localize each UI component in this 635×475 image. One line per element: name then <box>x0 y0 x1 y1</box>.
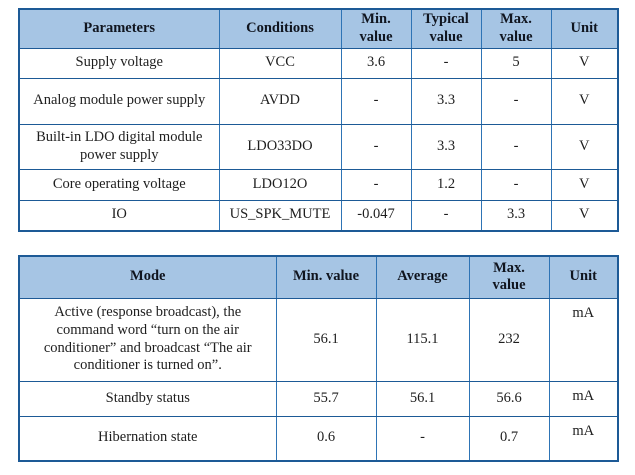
cell-max: 56.6 <box>468 380 550 417</box>
column-header-conditions: Conditions <box>218 8 342 49</box>
table-row: Analog module power supply AVDD - 3.3 - … <box>18 77 619 125</box>
cell-parameter: Built-in LDO digital module power supply <box>18 123 220 170</box>
cell-max: 232 <box>468 297 550 382</box>
cell-parameter: Core operating voltage <box>18 168 220 201</box>
cell-max: 3.3 <box>480 199 552 232</box>
cell-typical: 3.3 <box>410 77 482 125</box>
cell-max: 0.7 <box>468 415 550 462</box>
cell-parameter: Supply voltage <box>18 47 220 79</box>
cell-max: - <box>480 168 552 201</box>
cell-unit: mA <box>548 297 619 382</box>
electrical-parameters-table: Parameters Conditions Min. value Typical… <box>18 8 619 232</box>
cell-typical: 1.2 <box>410 168 482 201</box>
cell-unit: mA <box>548 380 619 417</box>
cell-unit: V <box>550 77 619 125</box>
cell-unit: V <box>550 47 619 79</box>
cell-condition: LDO33DO <box>218 123 342 170</box>
cell-min: 0.6 <box>275 415 377 462</box>
column-header-unit: Unit <box>550 8 619 49</box>
column-header-parameters: Parameters <box>18 8 220 49</box>
cell-mode: Active (response broadcast), the command… <box>18 297 277 382</box>
column-header-min-value: Min. value <box>340 8 412 49</box>
column-header-max-value: Max. value <box>468 255 550 299</box>
table-row: IO US_SPK_MUTE -0.047 - 3.3 V <box>18 199 619 232</box>
cell-condition: LDO12O <box>218 168 342 201</box>
current-consumption-table: Mode Min. value Average Max. value Unit … <box>18 255 619 462</box>
table-row: Core operating voltage LDO12O - 1.2 - V <box>18 168 619 201</box>
cell-mode: Hibernation state <box>18 415 277 462</box>
cell-max: - <box>480 123 552 170</box>
column-header-mode: Mode <box>18 255 277 299</box>
cell-mode: Standby status <box>18 380 277 417</box>
cell-condition: AVDD <box>218 77 342 125</box>
cell-condition: VCC <box>218 47 342 79</box>
column-header-typical-value: Typical value <box>410 8 482 49</box>
cell-min: -0.047 <box>340 199 412 232</box>
table-row: Built-in LDO digital module power supply… <box>18 123 619 170</box>
cell-parameter: Analog module power supply <box>18 77 220 125</box>
column-header-max-value: Max. value <box>480 8 552 49</box>
cell-min: - <box>340 77 412 125</box>
cell-min: 3.6 <box>340 47 412 79</box>
table-row: Standby status 55.7 56.1 56.6 mA <box>18 380 619 417</box>
column-header-average: Average <box>375 255 470 299</box>
table-header-row: Mode Min. value Average Max. value Unit <box>18 255 619 299</box>
cell-unit: V <box>550 123 619 170</box>
table-row: Supply voltage VCC 3.6 - 5 V <box>18 47 619 79</box>
cell-unit: V <box>550 168 619 201</box>
column-header-unit: Unit <box>548 255 619 299</box>
cell-min: - <box>340 168 412 201</box>
cell-condition: US_SPK_MUTE <box>218 199 342 232</box>
table-row: Active (response broadcast), the command… <box>18 297 619 382</box>
cell-average: - <box>375 415 470 462</box>
table-row: Hibernation state 0.6 - 0.7 mA <box>18 415 619 462</box>
cell-unit: V <box>550 199 619 232</box>
cell-average: 115.1 <box>375 297 470 382</box>
cell-unit: mA <box>548 415 619 462</box>
column-header-min-value: Min. value <box>275 255 377 299</box>
cell-typical: 3.3 <box>410 123 482 170</box>
cell-min: - <box>340 123 412 170</box>
cell-max: - <box>480 77 552 125</box>
cell-min: 55.7 <box>275 380 377 417</box>
cell-average: 56.1 <box>375 380 470 417</box>
cell-max: 5 <box>480 47 552 79</box>
cell-min: 56.1 <box>275 297 377 382</box>
cell-typical: - <box>410 199 482 232</box>
cell-typical: - <box>410 47 482 79</box>
table-header-row: Parameters Conditions Min. value Typical… <box>18 8 619 49</box>
cell-parameter: IO <box>18 199 220 232</box>
